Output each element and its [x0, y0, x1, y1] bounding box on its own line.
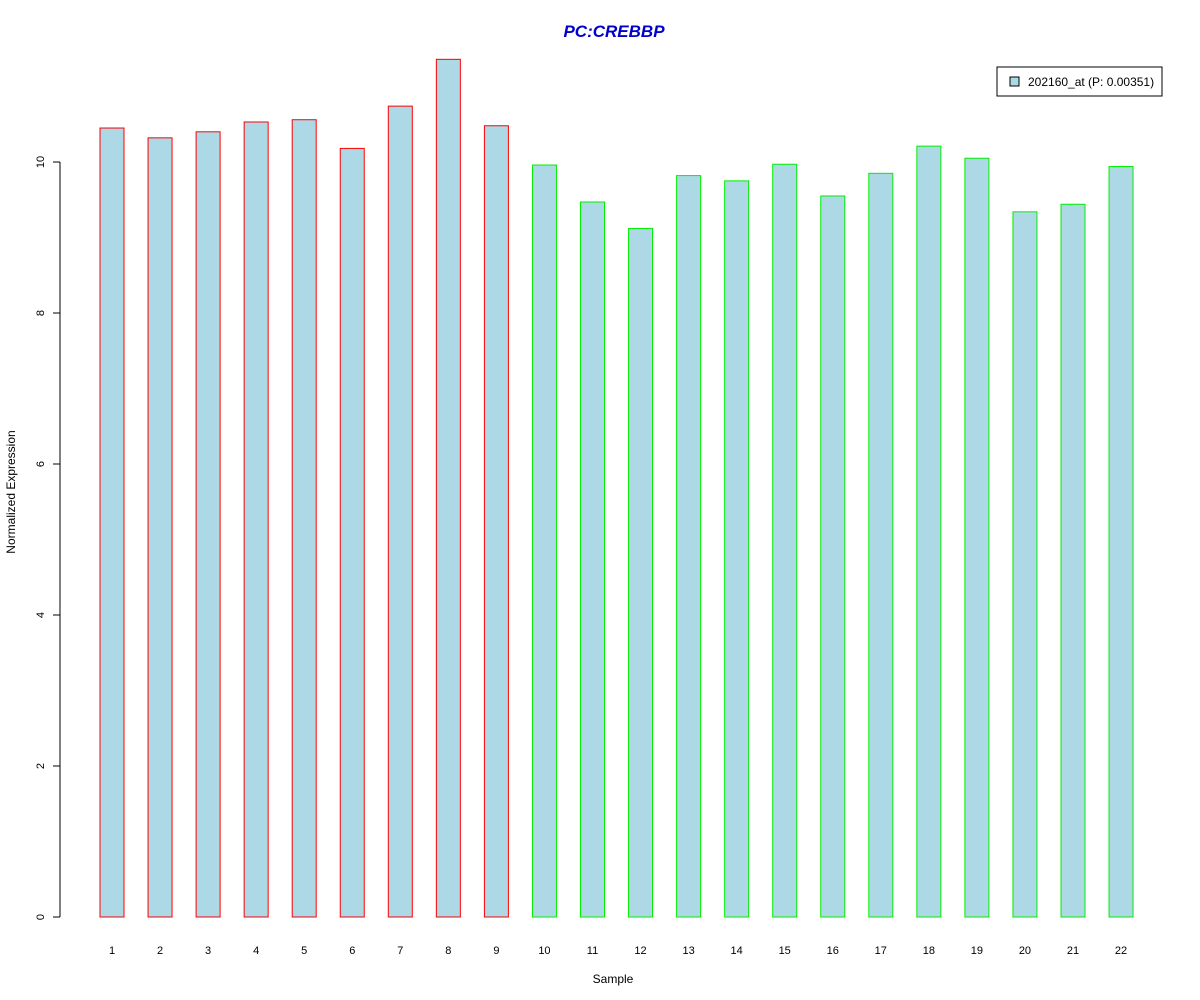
x-tick-label: 4 [253, 945, 259, 957]
bar-sample-22 [1108, 166, 1134, 918]
bar-sample-14 [724, 180, 750, 918]
bars [99, 58, 1134, 918]
bar-sample-9 [483, 125, 509, 918]
y-tick-label: 0 [35, 914, 47, 920]
x-tick-label: 18 [923, 945, 935, 957]
bar-sample-17 [868, 172, 894, 918]
x-tick-label: 21 [1067, 945, 1079, 957]
chart-title: PC:CREBBP [563, 22, 665, 41]
bar-sample-2 [147, 137, 173, 918]
legend-box [996, 66, 1163, 97]
x-tick-label: 6 [349, 945, 355, 957]
bar-sample-16 [820, 195, 846, 918]
y-tick-label: 8 [35, 310, 47, 316]
bar-sample-20 [1012, 211, 1038, 918]
bar-sample-15 [772, 163, 798, 918]
bar-sample-21 [1060, 203, 1086, 918]
y-tick-label: 2 [35, 763, 47, 769]
bar-sample-4 [243, 121, 269, 918]
x-tick-label: 10 [538, 945, 550, 957]
x-tick-labels: 1 2 3 4 5 6 7 8 9 10 11 12 13 14 15 16 17 18 19 20 21 22 [109, 945, 1127, 957]
bar-sample-7 [387, 105, 413, 918]
x-tick-label: 17 [875, 945, 887, 957]
legend-label: 202160_at (P: 0.00351) [1028, 75, 1154, 89]
bar-sample-8 [435, 58, 461, 918]
x-tick-label: 3 [205, 945, 211, 957]
x-tick-label: 16 [827, 945, 839, 957]
bar-sample-3 [195, 131, 221, 918]
x-tick-label: 11 [587, 945, 598, 957]
bar-sample-13 [676, 175, 702, 918]
x-tick-label: 7 [397, 945, 403, 957]
bar-sample-1 [99, 127, 125, 918]
y-tick-label: 4 [35, 612, 47, 618]
x-tick-label: 9 [493, 945, 499, 957]
y-tick-label: 10 [35, 156, 47, 168]
x-tick-label: 22 [1115, 945, 1127, 957]
x-tick-label: 5 [301, 945, 307, 957]
legend: 202160_at (P: 0.00351) [996, 66, 1163, 97]
y-tick-label: 6 [35, 461, 47, 467]
bar-sample-5 [291, 119, 317, 918]
bar-sample-18 [916, 145, 942, 918]
legend-swatch [1009, 76, 1020, 87]
bar-sample-6 [339, 147, 365, 918]
x-tick-label: 2 [157, 945, 163, 957]
x-tick-label: 20 [1019, 945, 1031, 957]
y-axis: 0 2 4 6 8 10 [35, 156, 61, 920]
x-tick-label: 19 [971, 945, 983, 957]
bar-sample-11 [580, 201, 605, 918]
x-tick-label: 13 [682, 945, 694, 957]
bar-sample-10 [531, 164, 557, 918]
y-axis-label: Normalized Expression [4, 430, 18, 553]
x-tick-label: 14 [731, 945, 743, 957]
bar-sample-12 [628, 227, 654, 918]
x-tick-label: 12 [634, 945, 646, 957]
x-tick-label: 15 [779, 945, 791, 957]
x-tick-label: 1 [109, 945, 115, 957]
x-tick-label: 8 [445, 945, 451, 957]
x-axis-label: Sample [593, 972, 634, 986]
bar-sample-19 [964, 157, 990, 918]
